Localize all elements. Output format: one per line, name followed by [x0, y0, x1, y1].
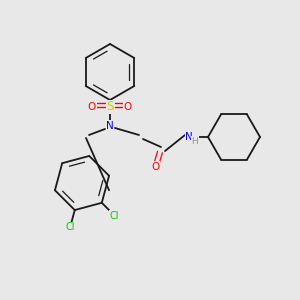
Text: Cl: Cl: [110, 211, 119, 220]
Text: H: H: [192, 136, 198, 146]
Text: O: O: [124, 102, 132, 112]
Text: N: N: [185, 132, 193, 142]
Text: Cl: Cl: [65, 222, 75, 233]
Text: S: S: [106, 100, 114, 113]
Text: O: O: [151, 162, 159, 172]
Text: O: O: [88, 102, 96, 112]
Text: N: N: [106, 121, 114, 131]
